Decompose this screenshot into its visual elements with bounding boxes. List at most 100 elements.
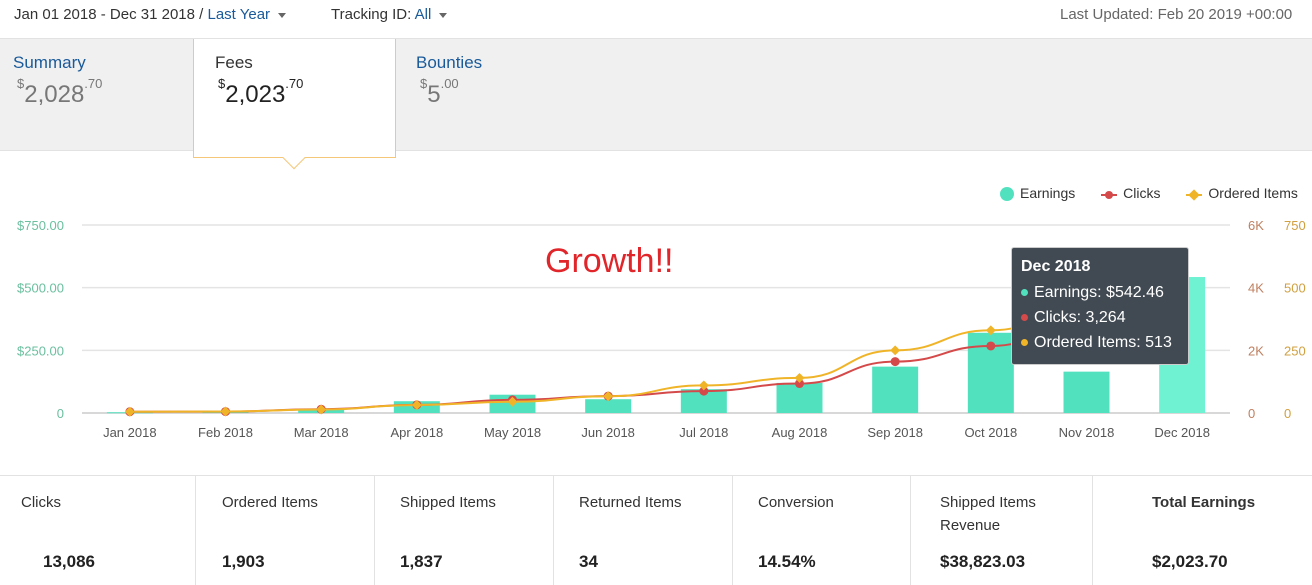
ordered-items-point: [603, 391, 614, 402]
tab-amount: $2,023.70: [218, 76, 304, 108]
tab-fees[interactable]: Fees $2,023.70: [193, 39, 396, 170]
chevron-down-icon[interactable]: [278, 12, 287, 18]
x-axis-tick: Jul 2018: [679, 425, 728, 440]
right-axis-tick: 6K: [1248, 218, 1264, 233]
tab-amount: $5.00: [420, 76, 459, 108]
legend-label: Clicks: [1123, 185, 1161, 202]
bullet-icon: [1021, 339, 1028, 347]
clicks-point: [986, 341, 996, 351]
right2-axis-tick: 250: [1284, 343, 1306, 358]
earnings-bar: [585, 399, 632, 413]
bullet-icon: [1021, 289, 1028, 297]
tab-amount: $2,028.70: [17, 76, 103, 108]
stat-conversion: Conversion 14.54%: [733, 476, 911, 585]
left-axis-tick: 0: [57, 406, 64, 421]
earnings-bar: [1063, 371, 1110, 413]
stat-returned-items: Returned Items 34: [554, 476, 733, 585]
earnings-swatch-icon: [1000, 187, 1014, 202]
stat-label: Clicks: [21, 494, 61, 511]
stat-value: 1,903: [222, 552, 265, 571]
chevron-down-icon[interactable]: [439, 12, 448, 18]
tooltip-row-clicks: Clicks: 3,264: [1021, 307, 1179, 329]
tab-label: Fees: [215, 53, 253, 72]
right-axis-tick: 2K: [1248, 343, 1264, 358]
growth-annotation: Growth!!: [545, 242, 674, 280]
x-axis-tick: May 2018: [484, 425, 541, 440]
chart-legend: Earnings Clicks Ordered Items: [1000, 184, 1298, 202]
stat-label: Conversion: [758, 494, 834, 511]
x-axis-tick: Aug 2018: [772, 425, 828, 440]
earnings-bar: [872, 366, 919, 413]
stat-value: 14.54%: [758, 552, 816, 571]
summary-tabs: Summary $2,028.70 Fees $2,023.70 Bountie…: [0, 38, 1312, 170]
stat-shipped-items-revenue: Shipped Items Revenue $38,823.03: [911, 476, 1093, 585]
stat-ordered-items: Ordered Items 1,903: [196, 476, 375, 585]
ordered-items-point: [220, 406, 231, 417]
stat-label: Total Earnings: [1152, 494, 1256, 511]
bullet-icon: [1021, 314, 1028, 322]
stats-row: Clicks 13,086 Ordered Items 1,903 Shippe…: [0, 475, 1312, 585]
date-range-text: Jan 01 2018 - Dec 31 2018 /: [14, 6, 204, 23]
tooltip-title: Dec 2018: [1021, 258, 1091, 275]
chart-tooltip: Dec 2018 Earnings: $542.46 Clicks: 3,264…: [1011, 247, 1189, 365]
tracking-id-dropdown[interactable]: Tracking ID: All: [331, 6, 448, 23]
x-axis-tick: Feb 2018: [198, 425, 253, 440]
stat-label: Shipped Items Revenue: [940, 494, 1036, 534]
stat-clicks: Clicks 13,086: [0, 476, 196, 585]
tooltip-row-ordered-items: Ordered Items: 513: [1021, 332, 1179, 354]
x-axis-tick: Dec 2018: [1154, 425, 1210, 440]
stat-label: Ordered Items: [222, 494, 318, 511]
right-axis-tick: 0: [1248, 406, 1255, 421]
top-bar: Jan 01 2018 - Dec 31 2018 / Last Year Tr…: [0, 0, 1312, 38]
tab-bounties[interactable]: Bounties $5.00: [396, 39, 596, 151]
legend-label: Earnings: [1020, 185, 1076, 202]
stat-value: 1,837: [400, 552, 443, 571]
x-axis-tick: Nov 2018: [1059, 425, 1115, 440]
earnings-chart: $750.00 6K 750 $500.00 4K 500 $250.00 2K 250 0 0 0 J…: [17, 218, 1306, 440]
tab-label: Bounties: [416, 53, 483, 72]
left-axis-tick: $250.00: [17, 343, 64, 358]
ordered-items-point: [985, 325, 996, 336]
x-axis-tick: Jun 2018: [581, 425, 635, 440]
stat-label: Returned Items: [579, 494, 682, 511]
tooltip-row-earnings: Earnings: $542.46: [1021, 282, 1179, 304]
legend-clicks[interactable]: Clicks: [1101, 185, 1161, 202]
clicks-point: [795, 379, 804, 389]
stat-value: 13,086: [43, 552, 95, 571]
left-axis-tick: $750.00: [17, 218, 64, 233]
x-axis-tick: Oct 2018: [964, 425, 1017, 440]
range-preset-link[interactable]: Last Year: [207, 6, 271, 23]
earnings-bar: [680, 389, 727, 413]
tracking-value[interactable]: All: [414, 6, 432, 23]
date-range[interactable]: Jan 01 2018 - Dec 31 2018 / Last Year: [14, 6, 287, 23]
clicks-point: [890, 357, 900, 367]
legend-earnings[interactable]: Earnings: [1000, 185, 1076, 202]
legend-label: Ordered Items: [1208, 185, 1298, 202]
tracking-label: Tracking ID:: [331, 6, 412, 23]
right2-axis-tick: 0: [1284, 406, 1291, 421]
left-axis-tick: $500.00: [17, 281, 64, 296]
last-updated: Last Updated: Feb 20 2019 +00:00: [1060, 6, 1293, 23]
right2-axis-tick: 500: [1284, 281, 1306, 296]
ordered-items-point: [698, 380, 709, 391]
ordered-items-point: [890, 345, 901, 356]
x-axis-tick: Sep 2018: [867, 425, 923, 440]
legend-ordered-items[interactable]: Ordered Items: [1186, 185, 1298, 202]
tab-label: Summary: [13, 53, 86, 72]
stat-value: $38,823.03: [940, 552, 1026, 571]
right2-axis-tick: 750: [1284, 218, 1306, 233]
ordered-items-swatch-icon: [1186, 190, 1203, 200]
x-axis-tick: Mar 2018: [294, 425, 349, 440]
clicks-point: [699, 386, 709, 396]
clicks-swatch-icon: [1101, 190, 1118, 200]
stat-value: $2,023.70: [1152, 552, 1228, 571]
stat-shipped-items: Shipped Items 1,837: [375, 476, 554, 585]
right-axis-tick: 4K: [1248, 281, 1264, 296]
stat-value: 34: [579, 552, 598, 571]
stat-label: Shipped Items: [400, 494, 496, 511]
ordered-items-point: [124, 406, 135, 417]
ordered-items-point: [794, 372, 805, 383]
x-axis-tick: Apr 2018: [390, 425, 443, 440]
tab-summary[interactable]: Summary $2,028.70: [0, 39, 193, 151]
x-axis-tick: Jan 2018: [103, 425, 157, 440]
